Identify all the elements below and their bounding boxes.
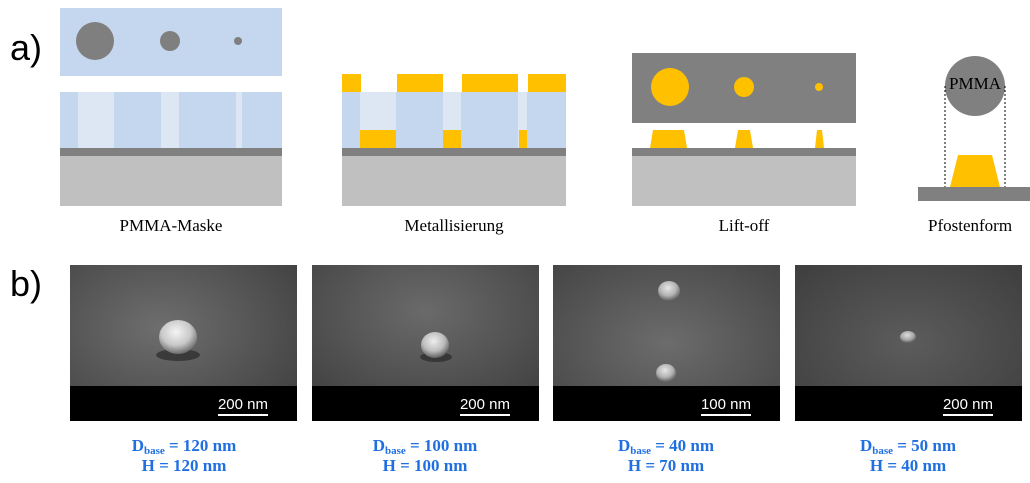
panel-b-label: b) [10,263,43,304]
gold-dot-medium-topview [734,77,754,97]
gold-top [397,74,443,92]
gold-post-medium [735,130,753,148]
measurement-4: Dbase = 50 nm H = 40 nm [808,436,1008,476]
caption-metallization: Metallisierung [404,216,504,235]
scale-label-2: 200 nm [459,396,511,413]
gold-post [360,130,396,148]
height-4: H = 40 nm [869,456,947,475]
grey-layer [342,148,566,156]
pmma-opening [518,92,527,148]
base-diameter-1: Dbase = 120 nm [131,436,237,457]
scale-label-1: 200 nm [217,396,269,413]
sem-image-3: 100 nm [553,265,780,421]
height-2: H = 100 nm [382,456,468,475]
panel-a-label: a) [10,27,43,68]
gold-post-trapezoid [950,155,1000,187]
pmma-circle [945,56,1005,116]
scale-label-3: 100 nm [700,396,752,413]
gold-top [342,74,361,92]
height-3: H = 70 nm [627,456,705,475]
gold-post-particle [421,332,449,358]
substrate [632,156,856,206]
sem-image-2: 200 nm [312,265,539,421]
grey-layer [60,148,282,156]
hole-medium-topview [160,31,180,51]
scale-label-4: 200 nm [942,396,994,413]
measurement-3: Dbase = 40 nm H = 70 nm [566,436,766,476]
gold-post-particle [656,364,676,382]
grey-layer [918,187,1030,201]
height-1: H = 120 nm [141,456,227,475]
gold-top [462,74,518,92]
hole-small-topview [234,37,242,45]
step-post-shape-diagram [918,56,1030,201]
sem-image-4: 200 nm [795,265,1022,421]
gold-post [519,130,527,148]
caption-lift-off: Lift-off [718,216,770,235]
base-diameter-3: Dbase = 40 nm [617,436,715,457]
caption-pmma-mask: PMMA-Maske [119,216,223,235]
pmma-label: PMMA [949,74,1001,93]
gold-post-particle [900,331,916,343]
gold-top [528,74,566,92]
process-schematic [60,8,1030,206]
measurement-2: Dbase = 100 nm H = 100 nm [325,436,525,476]
gold-post-particle [159,320,197,354]
grey-layer [632,148,856,156]
gold-post [443,130,461,148]
step-metallization-diagram [342,74,566,206]
substrate [60,156,282,206]
pmma-opening-small [236,92,242,148]
base-diameter-2: Dbase = 100 nm [372,436,478,457]
gold-post-particle [658,281,680,301]
pmma-opening-medium [161,92,179,148]
gold-dot-small-topview [815,83,823,91]
gold-post-small [815,130,824,148]
substrate [342,156,566,206]
step-lift-off-diagram [632,53,856,206]
gold-dot-large-topview [651,68,689,106]
gold-post-large [650,130,687,148]
base-diameter-4: Dbase = 50 nm [859,436,957,457]
caption-post-shape: Pfostenform [928,216,1013,235]
sem-image-1: 200 nm [70,265,297,421]
hole-large-topview [76,22,114,60]
measurement-1: Dbase = 120 nm H = 120 nm [84,436,284,476]
pmma-opening-large [78,92,114,148]
step-pmma-mask-diagram [60,8,282,206]
